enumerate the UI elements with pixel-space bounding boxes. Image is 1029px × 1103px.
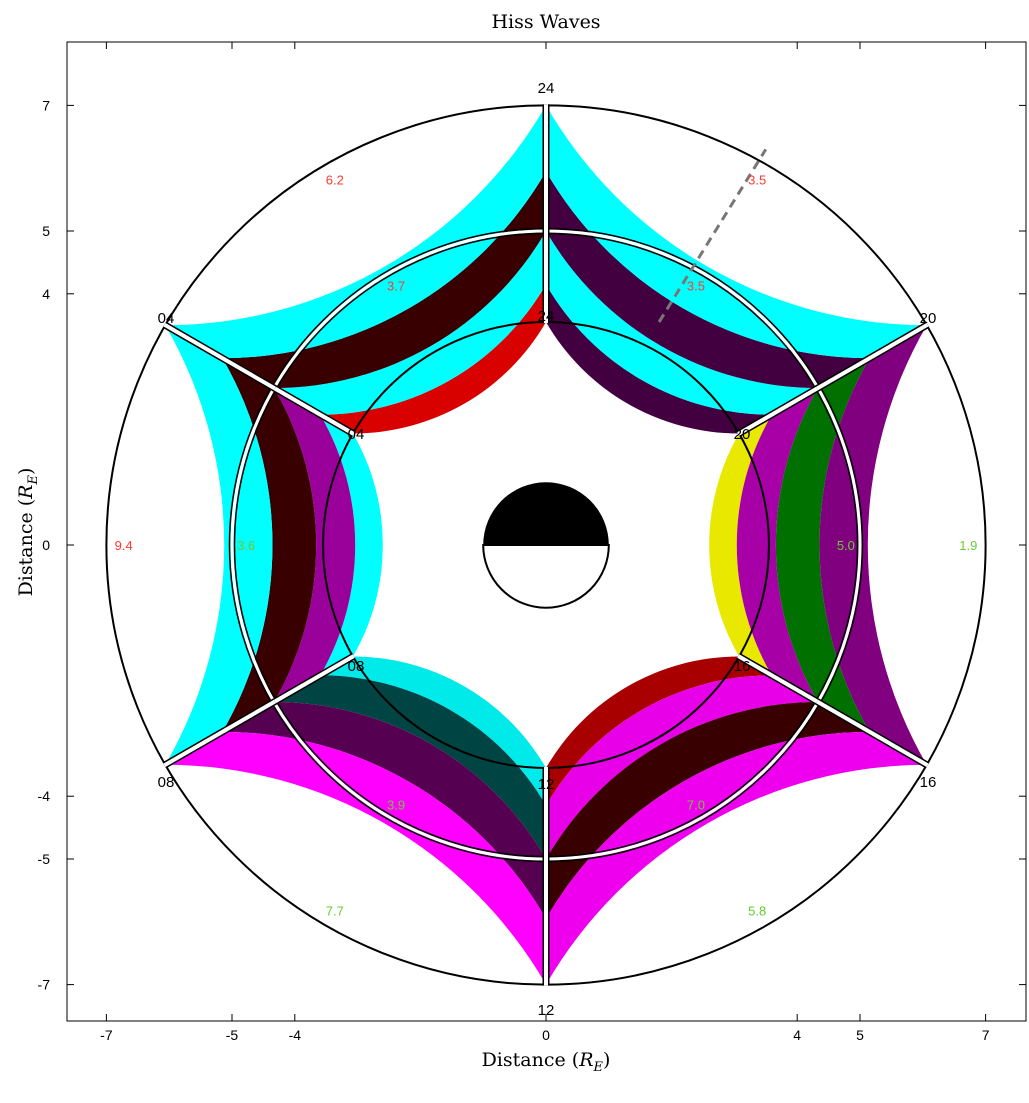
value-labels: 3.5 5.0 7.0 3.9 3.6 3.7 3.5 1.9 5.8 7.7 9.4 6.2 (115, 172, 978, 918)
mlt-label-outer-16: 16 (920, 774, 937, 791)
y-axis-label-subscript: E (26, 475, 41, 486)
outer-ring-inner-band-20-16 (775, 358, 870, 732)
earth-day-side (482, 544, 610, 609)
inner-ring-inner-band-12-08 (320, 656, 546, 806)
inner-ring-value-20-16: 5.0 (837, 538, 855, 553)
mlt-label-inner-20: 20 (734, 426, 751, 443)
inner-ring-inner-band-20-16 (709, 414, 772, 676)
outer-ring-inner-band-12-08 (222, 702, 547, 919)
y-tick-label-7: 7 (42, 97, 50, 113)
outer-ring-value-04-24: 6.2 (326, 172, 344, 187)
sector-dividers (162, 104, 930, 986)
outer-ring-outer-band-04-24 (165, 105, 546, 359)
divider-4-0 (272, 654, 355, 705)
inner-ring-outer-band-04-24 (274, 231, 546, 415)
x-tick-label-4: 4 (793, 1027, 801, 1043)
divider-5-1 (163, 322, 276, 391)
inner-ring-outer-band-24-20 (546, 231, 818, 415)
y-axis-label-symbol: R (15, 485, 37, 500)
x-axis-label-subscript: E (593, 1060, 604, 1075)
x-tick-label-5: 5 (856, 1027, 864, 1043)
inner-ring-outer-band-20-16 (736, 388, 818, 702)
divider-4-1 (163, 699, 276, 768)
y-tick-label-4: 4 (42, 286, 50, 302)
outer-ring-inner-band-16-12 (546, 702, 870, 919)
ring-wedges (105, 104, 987, 986)
inner-ring-inner-band-08-04 (320, 414, 383, 676)
inner-ring-inner-band-24-20 (546, 284, 772, 434)
earth-symbol (482, 482, 610, 609)
inner-ring-value-12-08: 3.9 (387, 798, 405, 813)
inner-ring-inner-band-04-24 (320, 284, 546, 434)
dashed-line (657, 148, 768, 323)
outer-ring-value-24-20: 3.5 (748, 172, 766, 187)
mlt-label-inner-04: 04 (348, 426, 365, 443)
outer-ring-value-08-04: 9.4 (115, 538, 133, 553)
x-tick-label--7: -7 (100, 1027, 113, 1043)
outer-ring-value-20-16: 1.9 (959, 538, 977, 553)
divider-2-0 (737, 654, 820, 705)
inner-ring-outer-band-08-04 (274, 388, 356, 702)
inner-ring-inner-band-16-12 (546, 656, 772, 806)
mlt-label-outer-24: 24 (538, 80, 555, 97)
outer-ring-outer-band-16-12 (546, 731, 927, 985)
x-axis-label: Distance (RE) (482, 1049, 611, 1075)
x-tick-label--4: -4 (289, 1027, 302, 1043)
mlt-label-outer-04: 04 (158, 310, 175, 327)
y-tick-label--4: -4 (38, 788, 51, 804)
x-tick-label-0: 0 (542, 1027, 550, 1043)
inner-ring-outer-band-12-08 (274, 675, 546, 859)
inner-ring-value-16-12: 7.0 (687, 798, 705, 813)
outer-ring-outer-band-12-08 (165, 731, 546, 985)
outer-ring-inner-band-24-20 (546, 171, 870, 388)
mlt-label-inner-24: 24 (538, 308, 555, 325)
outer-ring-inner-band-04-24 (222, 171, 547, 388)
y-axis-label: Distance (RE) (15, 468, 41, 597)
divider-5-0 (272, 385, 355, 436)
y-tick-label-5: 5 (42, 223, 50, 239)
mlt-label-outer-08: 08 (158, 774, 175, 791)
outer-ring-outer-band-24-20 (546, 105, 927, 359)
divider-1-1 (816, 322, 929, 391)
y-axis-label-suffix: ) (15, 468, 37, 475)
divider-1-0 (737, 385, 820, 436)
mlt-label-inner-08: 08 (348, 658, 365, 675)
y-tick-label--5: -5 (38, 851, 51, 867)
inner-ring-value-04-24: 3.7 (387, 278, 405, 293)
x-tick-label--5: -5 (226, 1027, 239, 1043)
x-axis-label-symbol: R (578, 1049, 593, 1071)
y-tick-label--7: -7 (38, 977, 51, 993)
y-axis-label-prefix: Distance ( (15, 499, 37, 597)
chart-title: Hiss Waves (491, 11, 600, 33)
outer-ring-value-16-12: 5.8 (748, 904, 766, 919)
inner-ring-value-24-20: 3.5 (687, 278, 705, 293)
x-axis-label-suffix: ) (603, 1049, 610, 1071)
mlt-label-inner-16: 16 (734, 658, 751, 675)
mlt-label-outer-20: 20 (920, 310, 937, 327)
mlt-label-inner-12: 12 (538, 776, 555, 793)
x-tick-label-7: 7 (982, 1027, 990, 1043)
outer-ring-outer-band-20-16 (819, 325, 927, 765)
outer-ring-outer-band-08-04 (165, 325, 273, 765)
mlt-labels: 24 24 20 20 16 16 12 12 08 08 04 04 (158, 80, 937, 1019)
inner-ring-outer-band-16-12 (546, 675, 818, 859)
outer-ring-value-12-08: 7.7 (326, 904, 344, 919)
earth-night-side (483, 482, 609, 545)
x-axis-label-prefix: Distance ( (482, 1049, 580, 1071)
inner-ring-value-08-04: 3.6 (237, 538, 255, 553)
outer-ring-inner-band-08-04 (222, 358, 317, 732)
y-tick-label-0: 0 (42, 537, 50, 553)
mlt-label-outer-12: 12 (538, 1002, 555, 1019)
divider-2-1 (816, 699, 929, 768)
